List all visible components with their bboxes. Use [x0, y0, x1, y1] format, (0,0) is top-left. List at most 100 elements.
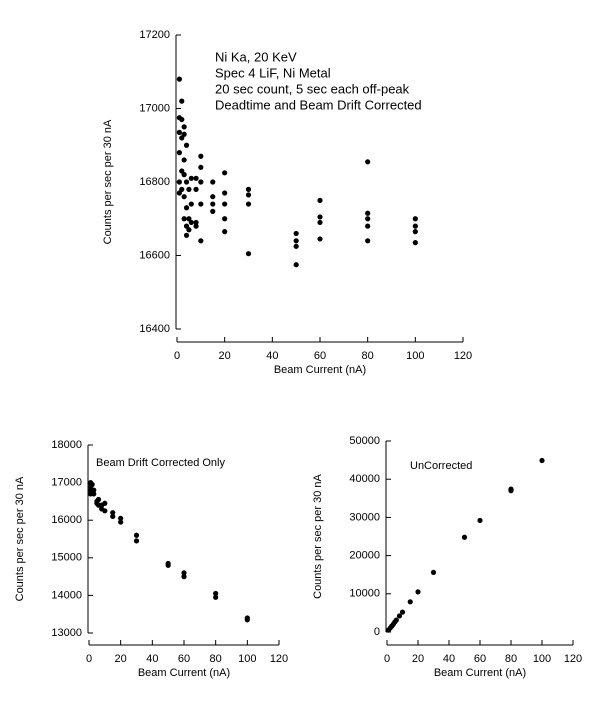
x-tick-label: 120: [270, 653, 288, 665]
annotation: Beam Drift Corrected Only: [96, 457, 225, 469]
annotation: 20 sec count, 5 sec each off-peak: [215, 81, 410, 96]
data-point: [181, 124, 187, 130]
x-tick-label: 80: [362, 350, 374, 362]
y-axis-label: Counts per sec per 30 nA: [312, 473, 324, 598]
y-tick-label: 16000: [51, 514, 82, 526]
data-point: [245, 186, 252, 192]
data-point: [179, 186, 185, 192]
data-point: [210, 201, 216, 207]
data-point: [102, 508, 108, 514]
data-point: [181, 172, 187, 178]
data-point: [186, 186, 192, 192]
y-tick-label: 10000: [349, 588, 380, 600]
data-point: [317, 236, 323, 242]
y-axis-label: Counts per sec per 30 nA: [14, 476, 26, 601]
data-point: [188, 175, 194, 181]
data-point: [222, 170, 228, 176]
data-point: [399, 609, 406, 615]
y-tick-label: 50000: [349, 435, 380, 447]
y-tick-label: 14000: [51, 589, 82, 601]
data-point: [176, 190, 182, 196]
data-point: [91, 487, 97, 493]
x-tick-label: 100: [533, 653, 551, 665]
data-point: [181, 570, 187, 576]
x-axis-label: Beam Current (nA): [138, 667, 230, 679]
data-point: [412, 216, 418, 222]
annotation: Deadtime and Beam Drift Corrected: [215, 97, 422, 112]
data-point: [222, 216, 228, 222]
y-tick-label: 15000: [51, 552, 82, 564]
x-tick-label: 0: [384, 653, 390, 665]
x-tick-label: 60: [178, 653, 190, 665]
data-point: [179, 168, 185, 174]
data-point: [181, 157, 187, 163]
data-point: [110, 510, 116, 516]
data-point: [539, 457, 545, 464]
y-axis-label: Counts per sec per 30 nA: [102, 119, 114, 244]
annotation: Ni Ka, 20 KeV: [215, 49, 297, 64]
x-tick-label: 120: [564, 653, 582, 665]
data-point: [365, 238, 371, 244]
data-point: [188, 201, 194, 207]
x-tick-label: 0: [86, 653, 92, 665]
data-point: [317, 197, 323, 203]
data-point: [365, 210, 371, 216]
data-point: [165, 562, 171, 568]
data-point: [245, 201, 252, 207]
data-point: [198, 164, 204, 170]
x-tick-label: 100: [406, 350, 424, 362]
x-tick-label: 0: [174, 350, 180, 362]
data-point: [181, 574, 187, 580]
data-point: [412, 240, 418, 246]
y-tick-label: 13000: [51, 627, 82, 639]
data-point: [102, 500, 108, 506]
data-point: [213, 594, 219, 600]
data-point: [193, 186, 199, 192]
data-point: [183, 205, 190, 211]
data-point: [396, 613, 402, 619]
data-point: [508, 486, 514, 492]
data-point: [193, 223, 199, 229]
data-point: [210, 208, 216, 214]
data-point: [176, 76, 182, 82]
data-point: [430, 569, 437, 576]
data-point: [183, 232, 190, 238]
annotation: Spec 4 LiF, Ni Metal: [215, 65, 331, 80]
data-point: [293, 262, 299, 268]
data-point: [415, 589, 421, 595]
data-point: [222, 229, 228, 235]
data-point: [407, 599, 413, 605]
data-point: [365, 216, 371, 222]
data-point: [181, 131, 187, 137]
data-point: [365, 159, 371, 165]
data-point: [179, 135, 185, 141]
data-point: [183, 142, 190, 148]
data-point: [176, 150, 182, 156]
data-point: [193, 175, 199, 181]
data-point: [95, 496, 102, 503]
data-point: [365, 223, 371, 229]
annotation: UnCorrected: [410, 460, 472, 472]
y-tick-label: 18000: [51, 439, 82, 451]
x-tick-label: 20: [219, 350, 231, 362]
x-tick-label: 60: [314, 350, 326, 362]
x-tick-label: 40: [443, 653, 455, 665]
data-point: [118, 519, 124, 525]
x-tick-label: 60: [474, 653, 486, 665]
data-point: [213, 590, 219, 597]
y-tick-label: 17000: [139, 102, 170, 114]
x-tick-label: 120: [454, 350, 472, 362]
data-point: [183, 223, 190, 229]
data-point: [244, 617, 250, 623]
data-point: [179, 98, 185, 104]
data-point: [198, 153, 204, 159]
data-point: [91, 491, 97, 497]
y-tick-label: 20000: [349, 550, 380, 562]
data-point: [477, 517, 483, 524]
x-axis-label: Beam Current (nA): [274, 364, 366, 376]
data-point: [412, 229, 418, 235]
y-tick-label: 16600: [139, 249, 170, 261]
data-point: [393, 617, 399, 623]
y-tick-label: 0: [374, 626, 380, 638]
